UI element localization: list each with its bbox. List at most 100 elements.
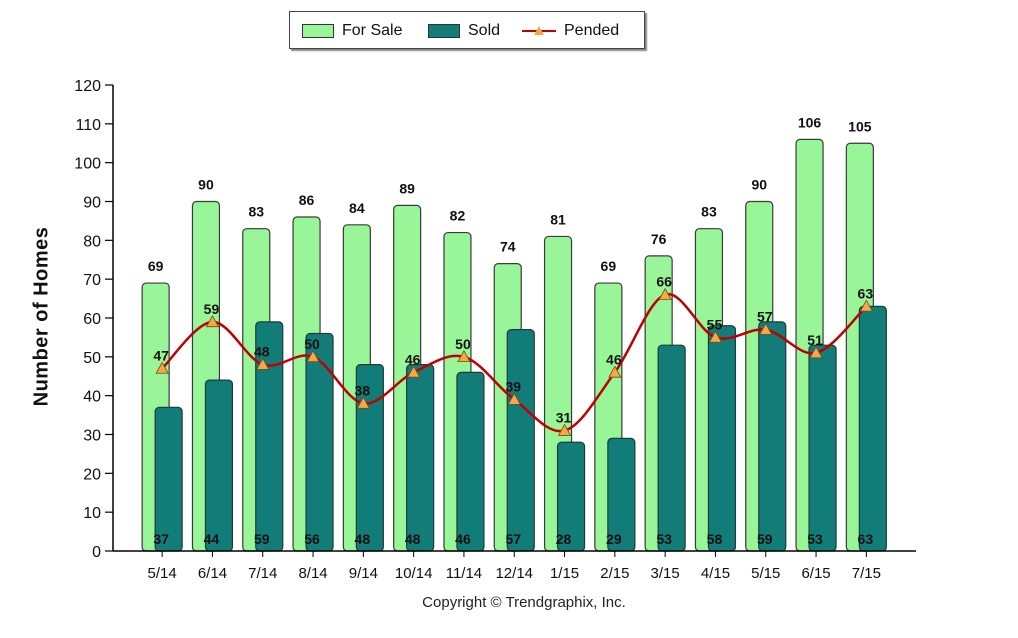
- y-tick-label-50: 50: [83, 350, 101, 367]
- x-tick-label-5/14: 5/14: [148, 565, 177, 582]
- pended-value-label-1/15: 31: [556, 410, 572, 426]
- copyright-text: Copyright © Trendgraphix, Inc.: [422, 594, 626, 611]
- for-sale-value-label-4/15: 83: [701, 204, 717, 220]
- x-tick-label-1/15: 1/15: [550, 565, 579, 582]
- sold-value-label-5/15: 59: [757, 531, 773, 547]
- pended-value-label-2/15: 46: [606, 351, 622, 367]
- x-tick-label-7/15: 7/15: [852, 565, 881, 582]
- pended-marker-6/14: [205, 315, 220, 328]
- sold-bar-5/15: [758, 321, 787, 552]
- pended-value-label-7/14: 48: [254, 344, 270, 360]
- pended-marker-4/15: [708, 330, 723, 343]
- pended-marker-7/14: [256, 357, 270, 370]
- x-tick-label-12/14: 12/14: [495, 565, 533, 582]
- legend-label-for-sale: For Sale: [342, 22, 403, 39]
- for-sale-value-label-2/15: 69: [601, 258, 617, 274]
- for-sale-value-label-1/15: 81: [550, 211, 566, 227]
- y-tick-label-80: 80: [83, 233, 101, 250]
- x-tick-label-3/15: 3/15: [651, 565, 680, 582]
- sold-value-label-4/15: 58: [707, 531, 723, 547]
- sold-bar-7/15: [858, 305, 887, 552]
- for-sale-value-label-6/15: 106: [798, 114, 822, 130]
- pended-value-label-7/15: 63: [858, 285, 874, 301]
- y-tick-label-110: 110: [75, 117, 101, 134]
- sold-value-label-8/14: 56: [304, 531, 320, 547]
- for-sale-value-label-6/14: 90: [198, 177, 214, 193]
- sold-value-label-2/15: 29: [606, 531, 622, 547]
- pended-marker-12/14: [507, 392, 521, 405]
- pended-marker-5/15: [759, 322, 773, 335]
- for-sale-value-label-9/14: 84: [349, 200, 365, 216]
- pended-marker-8/14: [306, 350, 320, 363]
- sold-bar-4/15: [707, 325, 737, 552]
- y-tick-label-40: 40: [83, 389, 101, 406]
- for-sale-value-label-3/15: 76: [651, 231, 667, 247]
- sold-bar-5/14: [154, 406, 183, 552]
- sold-value-label-3/15: 53: [656, 531, 672, 547]
- legend-label-sold: Sold: [468, 22, 501, 39]
- sold-value-label-6/14: 44: [204, 531, 220, 547]
- y-tick-label-70: 70: [83, 272, 101, 289]
- x-tick-label-9/14: 9/14: [349, 565, 378, 582]
- y-tick-label-60: 60: [83, 311, 101, 328]
- pended-marker-1/15: [557, 423, 572, 436]
- pended-marker-6/15: [809, 346, 823, 359]
- sold-value-label-10/14: 48: [405, 531, 421, 547]
- sold-value-label-11/14: 46: [455, 531, 471, 547]
- axes: 0 10 20 30 40 50 60 70 80 90 100 110 120 5/14 6/14 7/14…: [74, 78, 916, 582]
- pended-value-label-4/15: 55: [707, 316, 723, 332]
- pended-value-label-6/14: 59: [204, 301, 220, 317]
- sold-value-label-12/14: 57: [505, 531, 521, 547]
- legend-item-pended: Pended: [522, 22, 619, 40]
- x-tick-label-11/14: 11/14: [446, 565, 482, 582]
- x-tick-label-8/14: 8/14: [298, 565, 327, 582]
- y-axis-title: Number of Homes: [30, 226, 53, 407]
- pended-series: [155, 287, 874, 436]
- pended-value-label-3/15: 66: [656, 274, 672, 290]
- pended-line-swatch: [522, 24, 556, 38]
- pended-value-label-11/14: 50: [455, 336, 471, 352]
- sold-bar-6/15: [808, 344, 837, 552]
- pended-marker-9/14: [356, 396, 371, 409]
- sold-value-label-7/14: 59: [254, 531, 270, 547]
- legend: For Sale Sold Pended: [289, 11, 645, 49]
- sold-bars: [154, 305, 887, 552]
- y-tick-label-100: 100: [74, 156, 101, 173]
- pended-marker-7/15: [859, 299, 874, 312]
- sold-value-label-6/15: 53: [807, 531, 823, 547]
- pended-value-label-5/15: 57: [757, 309, 773, 325]
- legend-label-pended: Pended: [564, 22, 620, 39]
- sold-bar-10/14: [406, 364, 435, 552]
- y-tick-label-20: 20: [83, 466, 101, 483]
- pended-marker-2/15: [608, 365, 622, 378]
- legend-item-sold: Sold: [428, 22, 500, 40]
- y-tick-label-30: 30: [83, 428, 101, 445]
- sold-value-label-7/15: 63: [858, 531, 874, 547]
- x-tick-label-2/15: 2/15: [600, 565, 629, 582]
- y-tick-label-10: 10: [83, 505, 101, 522]
- y-tick-label-0: 0: [92, 544, 101, 561]
- legend-item-for-sale: For Sale: [302, 22, 402, 40]
- pended-marker-5/14: [155, 361, 169, 374]
- x-tick-label-4/15: 4/15: [701, 565, 730, 582]
- pended-value-label-9/14: 38: [355, 382, 371, 398]
- sold-value-label-9/14: 48: [355, 531, 371, 547]
- x-tick-label-6/15: 6/15: [801, 565, 830, 582]
- sold-swatch: [428, 24, 460, 38]
- triangle-marker-icon: [534, 26, 544, 35]
- pended-value-label-10/14: 46: [405, 351, 421, 367]
- x-tick-label-5/15: 5/15: [751, 565, 780, 582]
- pended-marker-3/15: [658, 287, 672, 300]
- data-labels: 69 90 83 86 84 89 82 74 81 69 76 83 90 106 105 37 44 59 56…: [148, 114, 873, 547]
- x-tick-label-7/14: 7/14: [248, 565, 277, 582]
- sold-bar-6/14: [204, 379, 234, 552]
- for-sale-swatch: [302, 24, 334, 38]
- pended-marker-11/14: [457, 350, 471, 363]
- for-sale-value-label-8/14: 86: [299, 192, 315, 208]
- for-sale-value-label-5/15: 90: [751, 177, 767, 193]
- pended-value-label-12/14: 39: [505, 379, 521, 395]
- y-tick-label-120: 120: [74, 78, 101, 95]
- for-sale-value-label-12/14: 74: [500, 239, 516, 255]
- pended-value-label-6/15: 51: [807, 332, 823, 348]
